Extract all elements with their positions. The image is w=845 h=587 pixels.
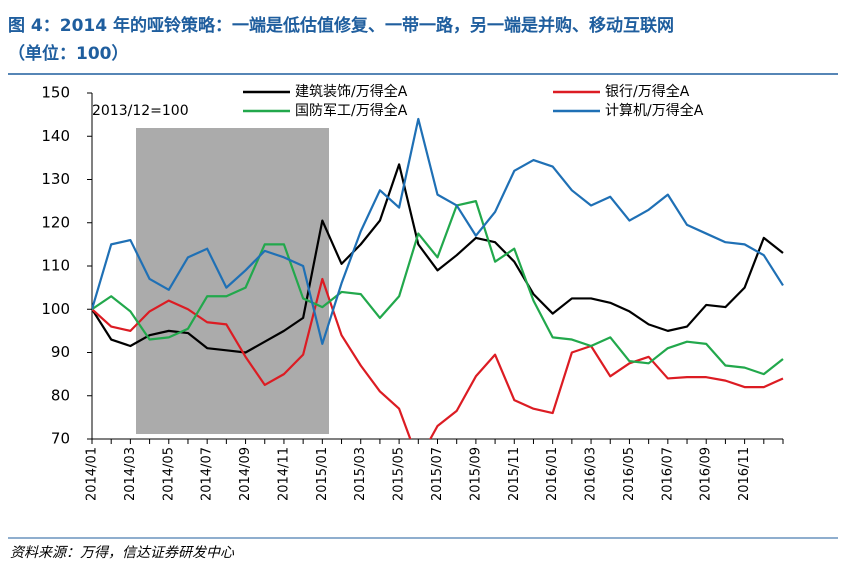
x-tick-label: 2014/09 (238, 447, 253, 501)
x-tick-label: 2016/07 (660, 447, 675, 501)
x-tick-label: 2015/11 (507, 447, 522, 501)
y-tick-label: 110 (41, 257, 70, 275)
x-tick-label: 2015/09 (468, 447, 483, 501)
x-tick-label: 2015/07 (430, 447, 445, 501)
chart-title: 图 4：2014 年的哑铃策略：一端是低估值修复、一带一路，另一端是并购、移动互… (8, 15, 674, 36)
legend-label: 银行/万得全A (605, 83, 690, 100)
source: 资料来源：万得，信达证券研发中心 (10, 545, 235, 561)
x-tick-label: 2016/03 (584, 447, 599, 501)
y-tick-label: 70 (51, 430, 70, 448)
series-line (92, 117, 784, 345)
legend-label: 建筑装饰/万得全A (295, 83, 408, 100)
x-tick-label: 2014/01 (85, 447, 100, 501)
y-tick-label: 80 (51, 386, 70, 404)
plot-lines (92, 117, 784, 439)
y-tick-label: 140 (41, 127, 70, 145)
x-tick-label: 2015/03 (353, 447, 368, 501)
x-tick-label: 2016/11 (737, 447, 752, 501)
legend-label: 国防军工/万得全A (295, 102, 408, 119)
y-tick-label: 150 (41, 84, 70, 102)
x-tick-label: 2014/05 (161, 447, 176, 501)
x-tick-label: 2016/05 (622, 447, 637, 501)
series-line (92, 163, 784, 354)
y-tick-label: 120 (41, 213, 70, 231)
x-tick-label: 2014/11 (276, 447, 291, 501)
series-line (92, 200, 784, 376)
x-tick-label: 2016/01 (545, 447, 560, 501)
x-tick-label: 2015/01 (315, 447, 330, 501)
x-tick-label: 2014/03 (123, 447, 138, 501)
x-tick-label: 2014/07 (200, 447, 215, 501)
legend-label: 计算机/万得全A (605, 102, 704, 119)
y-tick-label: 130 (41, 170, 70, 188)
x-tick-label: 2016/09 (699, 447, 714, 501)
chart-title: （单位：100） (8, 43, 129, 64)
x-tick-label: 2015/05 (392, 447, 407, 501)
series-line (92, 277, 784, 439)
y-tick-label: 90 (51, 343, 70, 361)
annotation: 2013/12=100 (92, 103, 189, 119)
y-tick-label: 100 (41, 300, 70, 318)
